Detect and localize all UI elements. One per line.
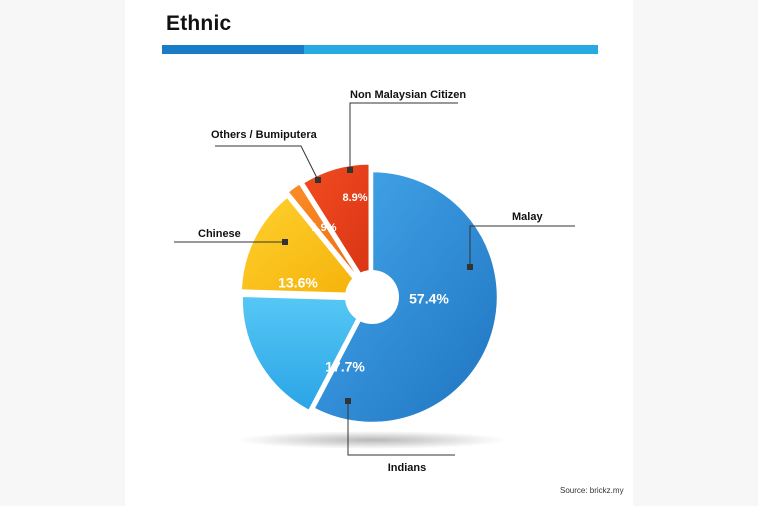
category-labels: Malay Indians Chinese Others / Bumiputera No… bbox=[198, 89, 543, 474]
donut-hole bbox=[345, 270, 399, 324]
pie-slice-non-malaysian-citizen bbox=[300, 162, 372, 294]
leader-line bbox=[349, 102, 458, 170]
leader-marker bbox=[282, 239, 288, 245]
source-note: Source: brickz.my bbox=[560, 486, 624, 495]
leader-marker bbox=[345, 398, 351, 404]
slice-percentage-label: 13.6% bbox=[278, 275, 318, 291]
percentage-labels: 57.4% 17.7% 13.6% 1.9% 8.9% bbox=[278, 192, 449, 375]
category-label: Non Malaysian Citizen bbox=[350, 89, 466, 101]
leader-line bbox=[347, 401, 455, 456]
slice-percentage-label: 17.7% bbox=[325, 359, 365, 375]
pie-shadow bbox=[237, 431, 507, 449]
pie-slice-chinese bbox=[239, 194, 370, 296]
slice-percentage-label: 1.9% bbox=[311, 222, 336, 234]
leader-line bbox=[469, 225, 575, 267]
leader-line bbox=[215, 145, 319, 181]
slice-percentage-label: 57.4% bbox=[409, 291, 449, 307]
pie-slices bbox=[239, 162, 500, 425]
category-label: Others / Bumiputera bbox=[211, 129, 318, 141]
chart-title: Ethnic bbox=[166, 12, 232, 35]
pie-slice-others-bumiputera bbox=[285, 181, 368, 291]
leader-marker bbox=[467, 264, 473, 270]
category-label: Malay bbox=[512, 211, 543, 223]
title-underline-dark bbox=[162, 45, 304, 54]
slice-percentage-label: 8.9% bbox=[342, 192, 367, 204]
category-label: Chinese bbox=[198, 228, 241, 240]
leader-marker bbox=[315, 177, 321, 183]
leader-lines bbox=[174, 102, 575, 456]
category-label: Indians bbox=[388, 462, 427, 474]
pie-slice-indians bbox=[240, 294, 370, 413]
leader-marker bbox=[347, 167, 353, 173]
title-underline-light bbox=[304, 45, 598, 54]
pie-slice-malay bbox=[311, 169, 500, 425]
